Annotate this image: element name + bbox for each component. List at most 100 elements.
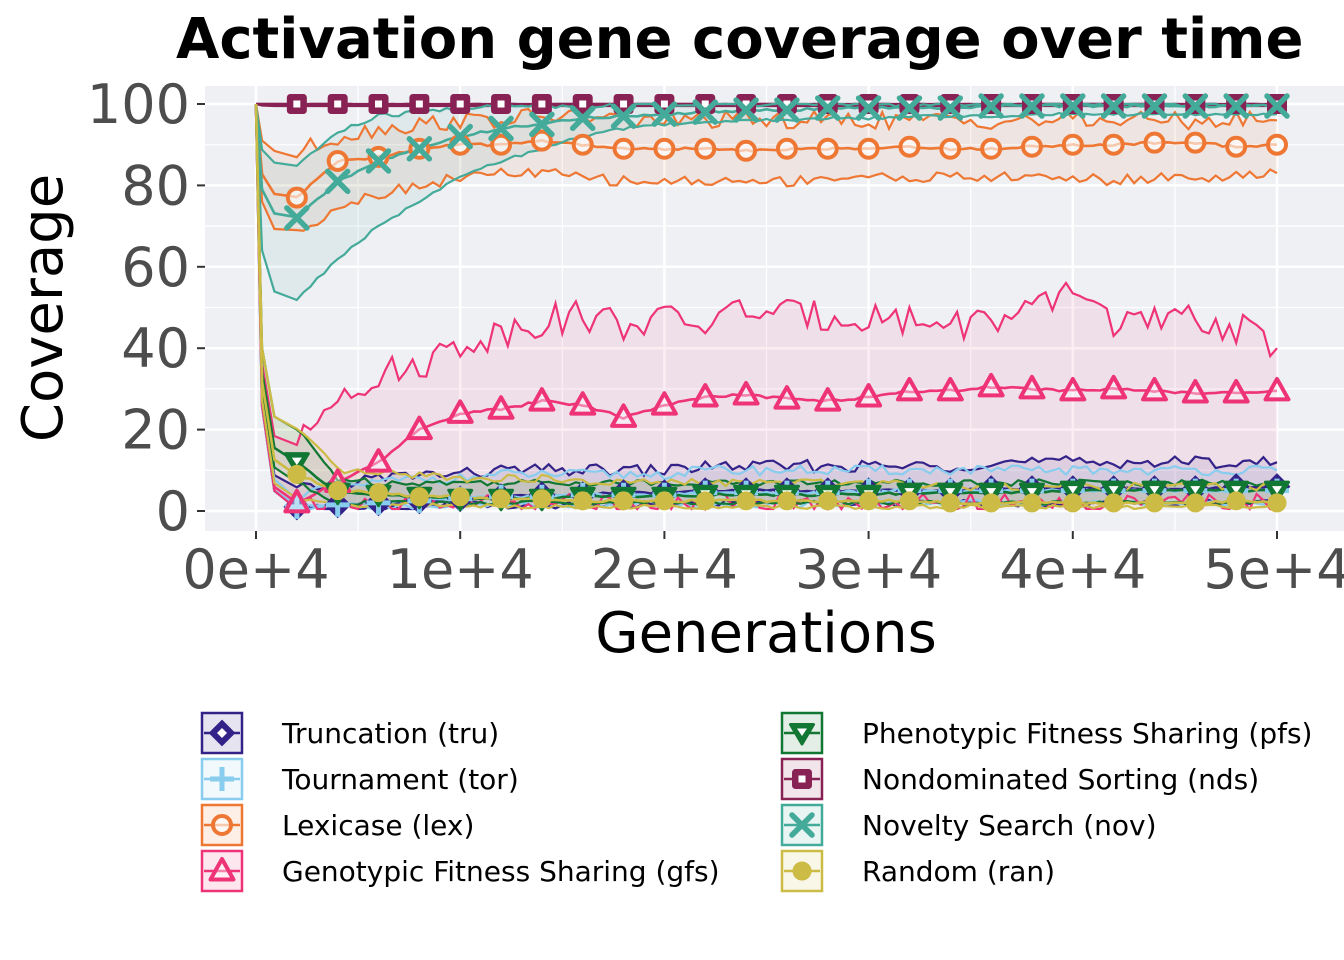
marker-3 [895, 376, 923, 402]
marker-3 [1222, 378, 1250, 404]
marker-6 [406, 136, 433, 162]
marker-7 [818, 491, 838, 511]
legend: Truncation (tru) Tournament (tor) Lexicase… [200, 711, 1312, 893]
marker-3 [1018, 374, 1046, 400]
marker-7 [1063, 493, 1083, 513]
marker-7 [287, 464, 307, 484]
marker-3 [283, 488, 311, 514]
marker-6 [896, 95, 923, 121]
y-tick-label: 80 [121, 154, 190, 217]
legend-item: Tournament (tor) [200, 757, 519, 801]
x-tick-label: 3e+4 [795, 538, 942, 601]
marker-2 [816, 137, 839, 160]
marker-6 [447, 123, 473, 150]
marker-2 [571, 133, 594, 156]
marker-6 [1019, 93, 1045, 119]
legend-label: Nondominated Sorting (nds) [862, 763, 1259, 796]
marker-3 [936, 376, 964, 402]
marker-7 [695, 491, 715, 511]
y-tick-label: 20 [121, 399, 190, 462]
marker-3 [650, 391, 678, 416]
marker-2 [735, 139, 758, 162]
marker-3 [814, 387, 842, 412]
band-1 [256, 104, 1277, 509]
marker-2 [980, 137, 1003, 160]
marker-7 [1144, 493, 1164, 513]
y-tick-label: 0 [156, 480, 190, 543]
legend-label: Novelty Search (nov) [862, 809, 1157, 842]
legend-item: Phenotypic Fitness Sharing (pfs) [780, 711, 1312, 755]
marker-7 [859, 491, 879, 511]
marker-3 [1263, 376, 1291, 402]
marker-3 [1059, 376, 1087, 402]
marker-3 [610, 403, 638, 428]
marker-2 [694, 137, 717, 160]
legend-item: Genotypic Fitness Sharing (gfs) [200, 849, 720, 893]
x-tick-label: 5e+4 [1203, 538, 1344, 601]
legend-item: Nondominated Sorting (nds) [780, 757, 1259, 801]
y-axis: 0 20 40 60 80 100 [87, 73, 205, 543]
marker-5 [327, 94, 348, 114]
legend-marker [792, 861, 812, 881]
marker-7 [409, 487, 429, 507]
x-tick-label: 2e+4 [591, 538, 738, 601]
marker-5 [858, 94, 879, 114]
marker-6 [324, 168, 351, 195]
band-6 [256, 104, 1277, 300]
marker-5 [409, 94, 430, 114]
marker-7 [328, 481, 348, 501]
marker-6 [855, 95, 882, 121]
legend-marker [792, 769, 812, 789]
legend-label: Phenotypic Fitness Sharing (pfs) [862, 717, 1312, 750]
marker-3 [977, 372, 1005, 398]
marker-6 [488, 115, 514, 142]
marker-7 [777, 491, 797, 511]
marker-5 [940, 94, 961, 114]
marker-7 [940, 493, 960, 513]
marker-6 [1060, 93, 1086, 119]
marker-7 [736, 491, 756, 511]
marker-6 [815, 95, 841, 121]
x-tick-label: 0e+4 [182, 538, 329, 601]
legend-item: Truncation (tru) [200, 711, 499, 755]
marker-7 [573, 491, 593, 511]
series-markers [283, 93, 1291, 521]
marker-5 [450, 94, 471, 114]
marker-7 [1226, 491, 1246, 511]
marker-3 [1140, 376, 1168, 402]
marker-3 [446, 399, 474, 424]
marker-7 [899, 491, 919, 511]
marker-7 [614, 491, 634, 511]
marker-6 [733, 97, 759, 123]
marker-3 [855, 383, 883, 408]
legend-marker [210, 767, 234, 791]
marker-6 [1100, 93, 1127, 119]
marker-4 [283, 452, 310, 475]
marker-5 [368, 94, 389, 114]
marker-2 [530, 129, 553, 152]
marker-5 [817, 94, 838, 114]
marker-6 [1141, 93, 1168, 119]
marker-5 [899, 94, 920, 114]
marker-2 [367, 145, 390, 168]
marker-2 [1020, 135, 1043, 158]
x-axis: 0e+4 1e+4 2e+4 3e+4 4e+4 5e+4 [182, 531, 1344, 601]
marker-3 [1100, 374, 1128, 400]
marker-7 [450, 487, 470, 507]
marker-7 [1104, 493, 1124, 513]
legend-label: Genotypic Fitness Sharing (gfs) [282, 855, 720, 888]
y-tick-label: 40 [121, 317, 190, 380]
legend-item: Novelty Search (nov) [780, 803, 1157, 847]
marker-2 [775, 137, 798, 160]
marker-6 [1182, 93, 1209, 119]
marker-6 [937, 95, 964, 121]
marker-2 [898, 135, 921, 158]
marker-3 [732, 381, 760, 406]
marker-2 [1143, 131, 1166, 154]
marker-5 [491, 94, 512, 114]
marker-5 [286, 94, 307, 114]
band-0 [256, 104, 1277, 509]
median-line-3 [254, 103, 1278, 505]
marker-6 [284, 205, 310, 231]
